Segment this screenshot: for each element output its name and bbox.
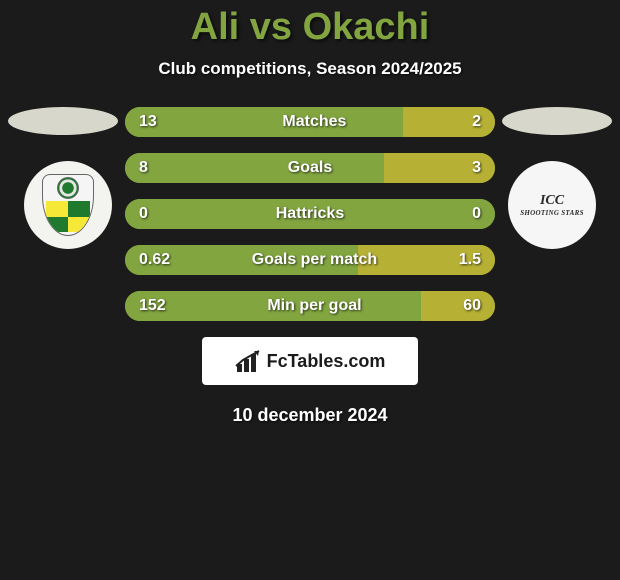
right-badge-line2: SHOOTING STARS xyxy=(520,209,584,217)
comparison-layout: ICC SHOOTING STARS 13Matches2 8Goals3 0Hat… xyxy=(0,107,620,321)
stat-bar-row: 152Min per goal60 xyxy=(125,291,495,321)
right-team-badge: ICC SHOOTING STARS xyxy=(508,161,596,249)
right-ellipse xyxy=(502,107,612,135)
stat-bar-row: 0Hattricks0 xyxy=(125,199,495,229)
bar-right-value: 3 xyxy=(472,159,495,177)
bar-left-value: 0.62 xyxy=(125,251,170,269)
date-label: 10 december 2024 xyxy=(0,405,620,426)
shield-icon xyxy=(42,174,94,236)
page-subtitle: Club competitions, Season 2024/2025 xyxy=(0,59,620,79)
bar-right-value: 2 xyxy=(472,113,495,131)
bar-left-value: 152 xyxy=(125,297,166,315)
bar-left-value: 0 xyxy=(125,205,148,223)
bar-chart-icon xyxy=(235,350,261,372)
bar-left-value: 13 xyxy=(125,113,157,131)
page-title: Ali vs Okachi xyxy=(0,0,620,49)
bar-label: Hattricks xyxy=(148,205,472,223)
bar-right-value: 60 xyxy=(463,297,495,315)
bar-label: Goals per match xyxy=(170,251,459,269)
logo-text: FcTables.com xyxy=(267,351,386,372)
stat-bar-row: 0.62Goals per match1.5 xyxy=(125,245,495,275)
stat-bars: 13Matches2 8Goals3 0Hattricks0 0.62Goals pe… xyxy=(125,107,495,321)
bar-label: Min per goal xyxy=(166,297,464,315)
bar-left-value: 8 xyxy=(125,159,148,177)
bar-label: Matches xyxy=(157,113,472,131)
bar-label: Goals xyxy=(148,159,472,177)
right-badge-line1: ICC xyxy=(520,193,584,209)
stat-bar-row: 13Matches2 xyxy=(125,107,495,137)
bar-right-value: 1.5 xyxy=(459,251,495,269)
stat-bar-row: 8Goals3 xyxy=(125,153,495,183)
left-team-badge xyxy=(24,161,112,249)
left-ellipse xyxy=(8,107,118,135)
bar-right-value: 0 xyxy=(472,205,495,223)
right-badge-text: ICC SHOOTING STARS xyxy=(520,193,584,217)
fctables-logo: FcTables.com xyxy=(202,337,418,385)
